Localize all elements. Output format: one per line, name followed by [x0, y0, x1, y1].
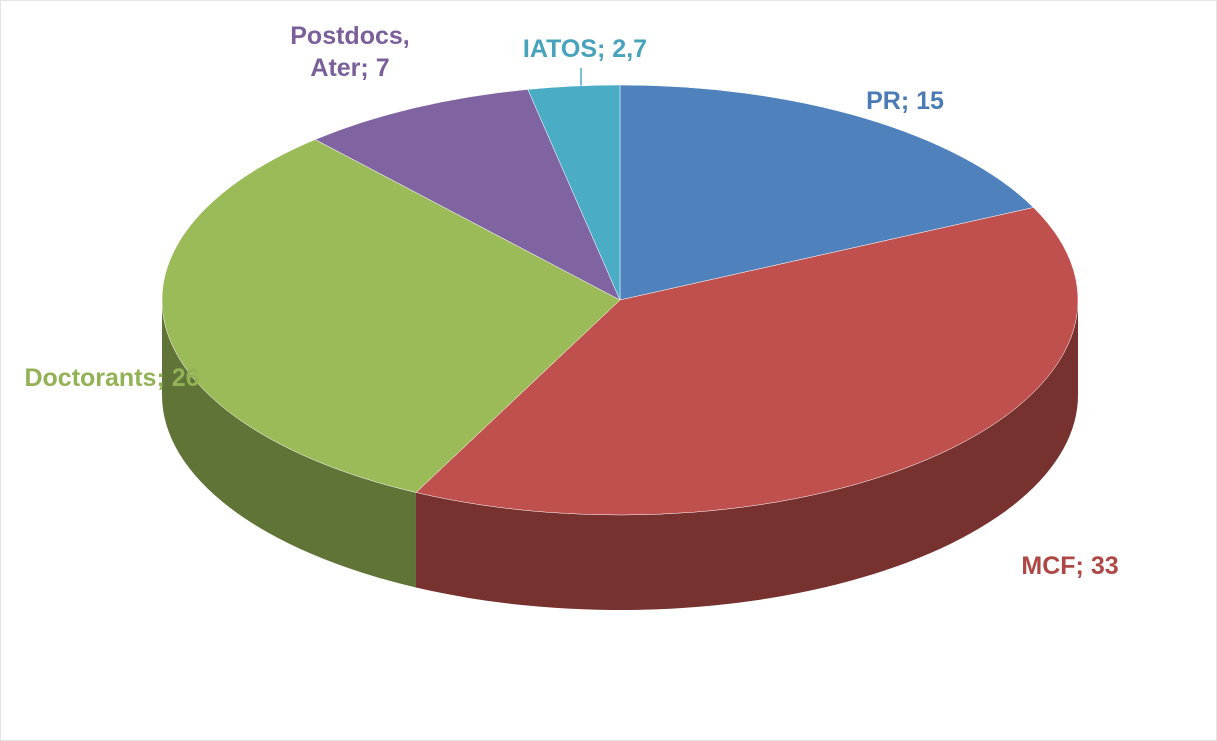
label-category: IATOS	[522, 35, 598, 63]
slice	[527, 84, 621, 301]
label-separator: ;	[360, 54, 376, 82]
slice-label: MCF; 33	[985, 550, 1155, 582]
slice-side	[162, 300, 416, 588]
slice	[619, 84, 1034, 301]
label-separator: ;	[900, 87, 917, 115]
slice-label: IATOS; 2,7	[500, 33, 670, 65]
label-category: PR	[866, 87, 901, 115]
slice	[161, 139, 621, 493]
label-value: 7	[375, 54, 390, 82]
label-category: Postdocs, Ater	[290, 22, 410, 82]
label-separator: ;	[1075, 552, 1091, 580]
label-value: 26	[171, 364, 200, 392]
label-category: Doctorants	[24, 364, 157, 392]
label-value: 2,7	[612, 35, 648, 63]
slice-side	[415, 300, 1078, 610]
label-value: 15	[916, 87, 944, 115]
slice	[314, 89, 621, 301]
slice	[415, 207, 1079, 516]
slice-label: Postdocs, Ater; 7	[270, 20, 430, 84]
slice-label: Doctorants; 26	[22, 362, 202, 394]
slice-label: PR; 15	[830, 85, 980, 117]
label-separator: ;	[156, 364, 172, 392]
label-value: 33	[1090, 552, 1119, 580]
label-category: MCF	[1021, 552, 1076, 580]
label-separator: ;	[597, 35, 613, 63]
